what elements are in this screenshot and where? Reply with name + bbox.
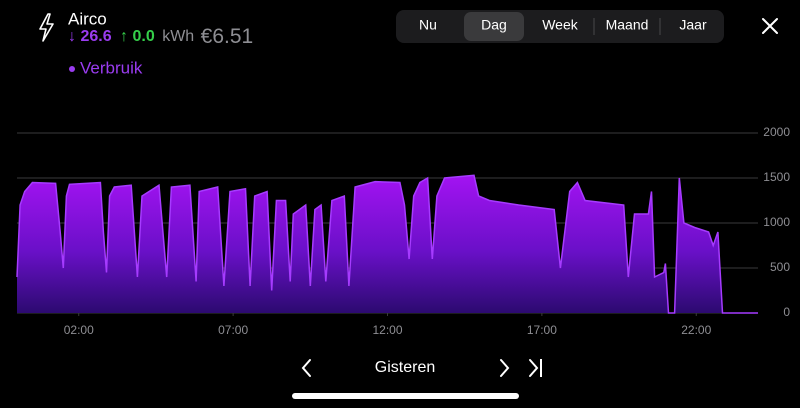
tab[interactable]: Jaar [679,17,707,33]
area-fill [17,175,758,313]
x-tick-label: 07:00 [218,323,248,337]
device-title: Airco [68,9,107,28]
y-tick-label: 1000 [763,215,790,229]
last-button[interactable] [529,359,542,377]
tab[interactable]: Dag [481,17,507,33]
tab[interactable]: Maand [606,17,649,33]
legend-dot [69,66,75,72]
kwh-line: ↓ 26.6 ↑ 0.0 kWh €6.51 [68,25,253,48]
cost: €6.51 [201,25,254,48]
return: ↑ 0.0 [120,28,155,45]
y-tick-label: 2000 [763,125,790,139]
y-tick-label: 0 [783,305,790,319]
prev-button[interactable] [301,359,311,377]
x-tick-label: 02:00 [64,323,94,337]
legend-label: Verbruik [80,58,143,77]
tab[interactable]: Week [542,17,579,33]
tab-selected [464,12,524,41]
next-button[interactable] [500,359,510,377]
bolt-icon [39,13,54,42]
area-line [16,174,758,314]
period-label: Gisteren [375,359,435,376]
unit: kWh [162,28,194,45]
tab[interactable]: Nu [419,17,437,33]
usage: ↓ 26.6 [68,28,112,45]
last-chevron [529,359,539,377]
y-tick-label: 500 [770,260,790,274]
home-indicator [292,393,519,399]
x-tick-label: 22:00 [681,323,711,337]
x-tick-label: 12:00 [372,323,402,337]
x-tick-label: 17:00 [527,323,557,337]
close-button[interactable] [762,18,778,34]
y-tick-label: 1500 [763,170,790,184]
